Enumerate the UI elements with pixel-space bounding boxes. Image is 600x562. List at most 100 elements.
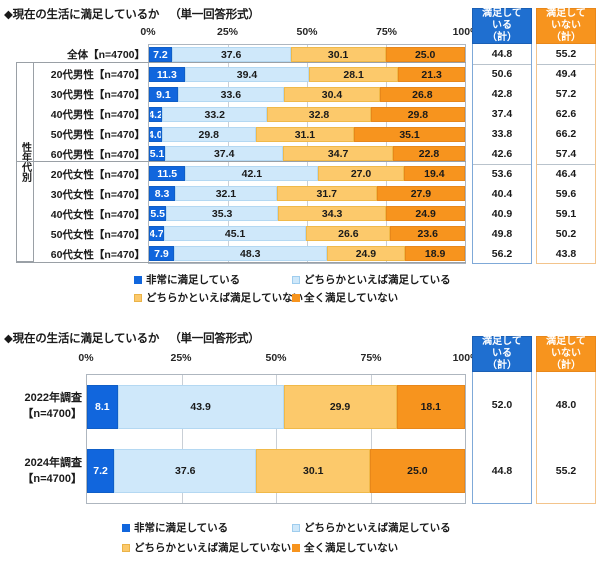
summary-value: 44.8 bbox=[491, 48, 513, 60]
header-line-1: 満足して bbox=[546, 335, 586, 347]
bar-segment: 42.1 bbox=[185, 166, 319, 181]
bar-value-label: 35.1 bbox=[399, 128, 420, 141]
summary-value: 49.4 bbox=[555, 68, 577, 80]
chart1-group-bottom-rule bbox=[16, 262, 466, 263]
bar-value-label: 21.3 bbox=[421, 68, 442, 81]
chart2-summary-unsatisfied-body: 48.0 55.2 bbox=[536, 372, 596, 504]
chart2-legend: 非常に満足している どちらかといえば満足している どちらかといえば満足していない… bbox=[0, 516, 600, 562]
bar-row: 8.1 43.9 29.9 18.1 bbox=[87, 385, 465, 429]
header-line-3: （計） bbox=[487, 32, 517, 44]
summary-value: 53.6 bbox=[491, 168, 513, 180]
chart1-legend: 非常に満足している どちらかといえば満足している どちらかといえば満足していない… bbox=[0, 268, 600, 318]
bar-segment: 26.6 bbox=[306, 226, 391, 241]
summary-rule bbox=[473, 64, 531, 65]
chart2-legend-item-1: どちらかといえば満足している bbox=[292, 520, 451, 535]
axis-tick-label: 75% bbox=[360, 352, 382, 364]
row-label: 60代男性【n=470】 bbox=[50, 148, 145, 161]
chart1-legend-label-0: 非常に満足している bbox=[146, 274, 241, 286]
summary-value: 62.6 bbox=[555, 108, 577, 120]
chart1-legend-item-0: 非常に満足している bbox=[134, 272, 240, 287]
bar-value-label: 31.7 bbox=[316, 187, 337, 200]
grid-line bbox=[276, 375, 277, 503]
summary-value: 52.0 bbox=[491, 399, 513, 411]
axis-tick-label: 50% bbox=[265, 352, 287, 364]
bar-segment: 4.2 bbox=[149, 107, 163, 122]
summary-value: 50.2 bbox=[555, 228, 577, 240]
row-label-line-2: 【n=4700】 bbox=[22, 407, 82, 420]
bar-segment: 31.7 bbox=[276, 186, 377, 201]
chart2-summary-satisfied: 満足して いる （計） 52.0 44.8 bbox=[472, 336, 532, 504]
bar-value-label: 39.4 bbox=[236, 68, 258, 81]
bar-row: 5.5 35.3 34.3 24.9 bbox=[149, 206, 465, 221]
bar-value-label: 30.4 bbox=[321, 88, 343, 101]
bar-segment: 9.1 bbox=[149, 87, 178, 102]
bar-segment: 48.3 bbox=[173, 246, 327, 261]
chart1-legend-item-1: どちらかといえば満足している bbox=[292, 272, 451, 287]
summary-value: 66.2 bbox=[555, 128, 577, 140]
bar-value-label: 7.2 bbox=[153, 48, 168, 61]
chart1-title-text: ◆現在の生活に満足しているか bbox=[4, 9, 160, 21]
bar-row: 8.3 32.1 31.7 27.9 bbox=[149, 186, 465, 201]
bar-segment: 7.2 bbox=[149, 47, 172, 62]
chart1-title: ◆現在の生活に満足しているか （単一回答形式） bbox=[4, 6, 260, 22]
legend-swatch-icon-2 bbox=[134, 293, 142, 302]
bar-segment: 18.1 bbox=[396, 385, 465, 429]
header-line-2: いる bbox=[492, 19, 512, 31]
bar-value-label: 5.1 bbox=[149, 147, 165, 160]
bar-value-label: 26.6 bbox=[338, 227, 359, 240]
bar-segment: 4.0 bbox=[149, 127, 162, 142]
bar-row: 4.0 29.8 31.1 35.1 bbox=[149, 127, 465, 142]
legend-swatch-icon-0 bbox=[134, 275, 142, 284]
chart2-legend-item-3: 全く満足していない bbox=[292, 540, 398, 555]
row-label: 50代男性【n=470】 bbox=[50, 128, 145, 141]
bar-segment: 7.9 bbox=[149, 246, 174, 261]
header-line-2: いる bbox=[492, 347, 512, 359]
row-label: 50代女性【n=470】 bbox=[50, 228, 145, 241]
summary-value: 50.6 bbox=[491, 68, 513, 80]
bar-value-label: 42.1 bbox=[241, 167, 263, 180]
bar-segment: 31.1 bbox=[255, 127, 355, 142]
summary-value: 55.2 bbox=[555, 465, 577, 477]
bar-value-label: 29.8 bbox=[198, 128, 219, 141]
chart1-group-mid-rule bbox=[16, 161, 466, 162]
bar-value-label: 26.8 bbox=[412, 88, 433, 101]
row-label-line-1: 2022年調査 bbox=[24, 391, 82, 404]
bar-value-label: 30.1 bbox=[303, 465, 324, 477]
bar-segment: 43.9 bbox=[117, 385, 284, 429]
bar-value-label: 18.9 bbox=[424, 247, 446, 260]
chart2-summary-satisfied-header: 満足して いる （計） bbox=[472, 336, 532, 372]
bar-value-label: 8.1 bbox=[95, 401, 110, 413]
bar-value-label: 34.7 bbox=[327, 147, 349, 160]
row-label: 40代男性【n=470】 bbox=[50, 108, 145, 121]
chart1-group-label: 性年代別 bbox=[19, 142, 31, 182]
bar-segment: 24.9 bbox=[326, 246, 406, 261]
bar-row: 7.2 37.6 30.1 25.0 bbox=[149, 47, 465, 62]
row-label: 全体【n=4700】 bbox=[67, 48, 145, 61]
bar-value-label: 4.2 bbox=[149, 108, 163, 121]
chart1-legend-item-2: どちらかといえば満足していない bbox=[134, 290, 303, 305]
bar-value-label: 37.6 bbox=[220, 48, 242, 61]
bar-segment: 24.9 bbox=[386, 206, 465, 221]
chart2-plot-area: 8.1 43.9 29.9 18.1 7.2 37.6 30.1 25.0 bbox=[86, 374, 466, 504]
chart1-legend-item-3: 全く満足していない bbox=[292, 290, 398, 305]
summary-value: 40.4 bbox=[491, 188, 513, 200]
header-line-1: 満足して bbox=[482, 7, 522, 19]
grid-line bbox=[182, 375, 183, 503]
legend-swatch-icon-2 bbox=[122, 543, 130, 552]
bar-value-label: 4.0 bbox=[150, 128, 161, 141]
summary-value: 56.2 bbox=[491, 248, 513, 260]
chart1-summary-satisfied-body: 44.8 50.6 42.8 37.4 33.8 42.6 53.6 40.4 40.9 49.8… bbox=[472, 44, 532, 264]
chart2-legend-label-1: どちらかといえば満足している bbox=[304, 522, 451, 534]
bar-value-label: 48.3 bbox=[240, 247, 261, 260]
bar-segment: 33.6 bbox=[177, 87, 284, 102]
bar-value-label: 5.5 bbox=[150, 207, 165, 220]
legend-swatch-icon-0 bbox=[122, 523, 130, 532]
summary-value: 55.2 bbox=[555, 48, 577, 60]
bar-value-label: 33.2 bbox=[204, 108, 225, 121]
bar-segment: 23.6 bbox=[390, 226, 465, 241]
bar-value-label: 45.1 bbox=[224, 227, 246, 240]
bar-segment: 8.1 bbox=[87, 385, 118, 429]
bar-segment: 22.8 bbox=[392, 146, 465, 161]
row-label: 30代女性【n=470】 bbox=[50, 188, 145, 201]
chart2-summary-satisfied-body: 52.0 44.8 bbox=[472, 372, 532, 504]
